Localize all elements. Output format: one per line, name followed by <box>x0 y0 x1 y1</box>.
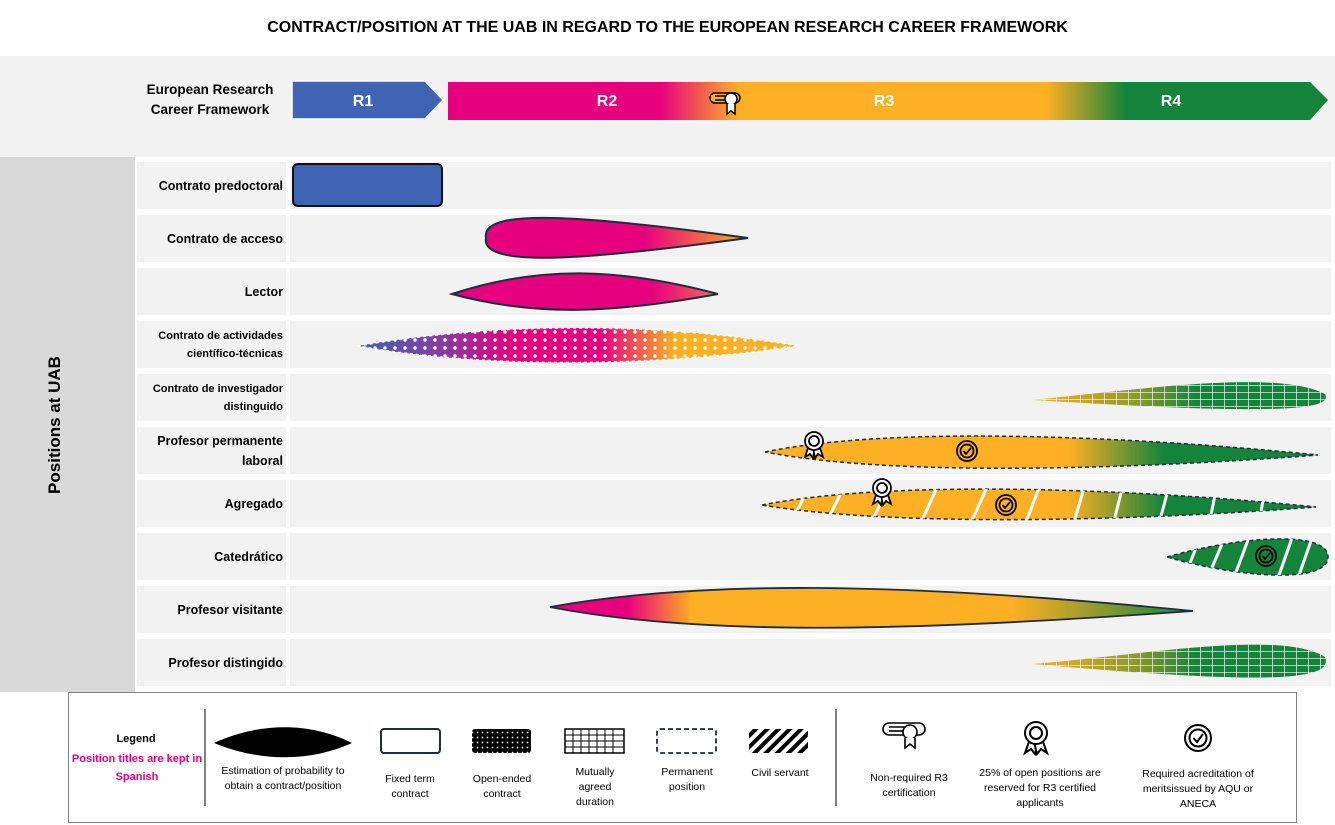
legend-open-ended-label: Open-ended contract <box>472 773 532 800</box>
legend-fixed-term-swatch <box>380 728 441 754</box>
check-badge-icon <box>1255 545 1277 567</box>
shape-contrato-de-acceso <box>484 216 749 259</box>
row-label-profesor-visitante: Profesor visitante <box>137 586 286 633</box>
row-label-catedratico: Catedrático <box>137 533 286 580</box>
row-track <box>290 533 1331 580</box>
row-track <box>290 162 1331 209</box>
shape-contrato-predoctoral <box>292 163 443 207</box>
row-label-investigador-distinguido: Contrato de investigador distinguido <box>137 374 286 421</box>
legend-civil-servant-label: Civil servant <box>751 767 809 779</box>
shape-profesor-distingido <box>1033 644 1326 678</box>
rosette-icon <box>871 478 893 508</box>
legend-fixed-term-label: Fixed term contract <box>385 773 435 800</box>
legend-panel <box>68 692 1297 823</box>
side-band <box>0 157 135 692</box>
stage-r3-label: R3 <box>874 93 895 110</box>
row-label-contrato-de-acceso: Contrato de acceso <box>137 215 286 262</box>
row-label-contrato-predoctoral: Contrato predoctoral <box>137 162 286 209</box>
shape-profesor-permanente-laboral <box>764 435 1319 469</box>
check-badge-icon <box>1184 724 1212 752</box>
row-label-agregado: Agregado <box>137 480 286 527</box>
legend-note: Position titles are kept in Spanish <box>71 753 203 783</box>
stage-r1-arrow <box>291 80 445 120</box>
legend-permanent-swatch <box>656 728 717 754</box>
page-title: CONTRACT/POSITION AT THE UAB IN REGARD T… <box>267 19 1068 36</box>
rosette-icon <box>803 431 825 461</box>
shape-contrato-actividades <box>357 327 799 364</box>
row-label-profesor-permanente-laboral: Profesor permanente laboral <box>137 427 286 474</box>
row-label-contrato-actividades: Contrato de actividades científico-técni… <box>137 321 286 368</box>
legend-mutual-label: Mutually agreed duration <box>575 766 615 808</box>
stage-r2-label: R2 <box>597 93 618 110</box>
legend-civil-servant-swatch <box>749 729 808 753</box>
rosette-icon <box>1023 721 1049 757</box>
legend-probability-swatch <box>214 727 352 758</box>
certificate-icon <box>882 722 926 750</box>
row-label-profesor-distingido: Profesor distingido <box>137 639 286 686</box>
legend-permanent-label: Permanent position <box>661 766 713 793</box>
stage-r2-r4-arrow <box>448 82 1328 120</box>
legend-non-required-label: Non-required R3 certification <box>870 772 948 799</box>
legend-open-ended-dots <box>472 729 531 753</box>
legend-mutual-grid <box>565 729 624 753</box>
shape-investigador-distinguido <box>1033 382 1326 410</box>
legend-reserved-label: 25% of open positions are reserved for R… <box>979 767 1101 809</box>
row-label-lector: Lector <box>137 268 286 315</box>
legend-title: Legend <box>116 733 156 745</box>
certificate-icon <box>709 92 741 116</box>
framework-label: European Research Career Framework <box>146 82 274 117</box>
stage-r1-label: R1 <box>353 93 374 110</box>
stage-r4-label: R4 <box>1161 93 1182 110</box>
check-badge-icon <box>995 494 1017 516</box>
check-badge-icon <box>956 440 978 462</box>
legend-probability-label: Estimation of probability to obtain a co… <box>221 765 345 792</box>
shape-profesor-visitante <box>549 587 1194 629</box>
shape-lector <box>448 272 719 311</box>
row-track <box>290 215 1331 262</box>
legend-accreditation-label: Required acreditation of meritsissued by… <box>1142 768 1254 810</box>
